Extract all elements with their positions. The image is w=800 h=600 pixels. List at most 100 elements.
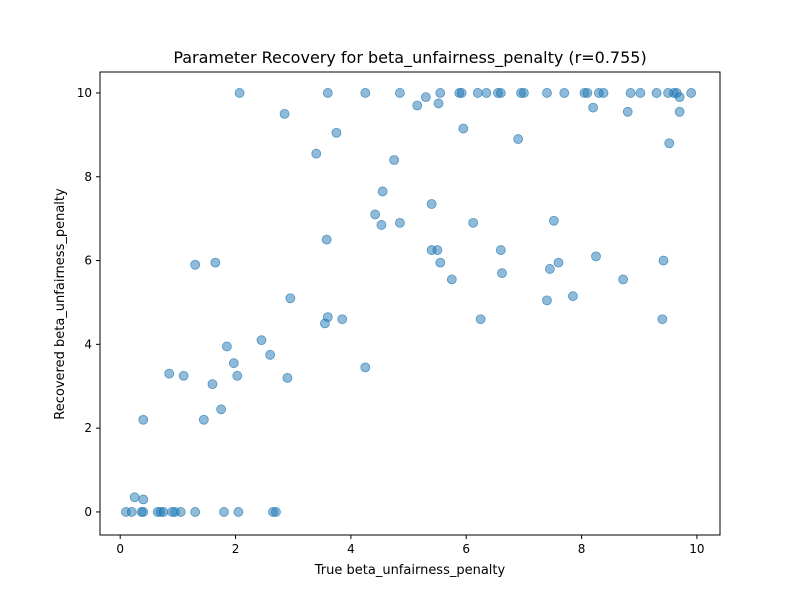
x-tick-label: 6 xyxy=(462,542,470,556)
data-point xyxy=(360,362,371,373)
plot-area xyxy=(121,88,697,517)
data-point xyxy=(588,102,599,113)
data-point xyxy=(376,220,387,230)
data-point xyxy=(138,507,149,517)
data-point xyxy=(265,349,276,360)
data-point xyxy=(377,186,388,197)
data-point xyxy=(285,293,296,304)
x-tick-label: 8 xyxy=(578,542,586,556)
data-point xyxy=(322,312,333,323)
data-point xyxy=(559,88,570,98)
data-point xyxy=(582,88,593,98)
chart-title: Parameter Recovery for beta_unfairness_p… xyxy=(173,48,646,68)
data-point xyxy=(553,257,564,268)
data-point xyxy=(591,251,601,262)
data-point xyxy=(282,372,293,383)
data-point xyxy=(233,507,244,517)
data-point xyxy=(234,88,245,98)
data-point xyxy=(279,109,290,119)
data-point xyxy=(337,314,348,325)
data-point xyxy=(519,88,529,98)
data-point xyxy=(432,245,443,255)
x-axis: 0 2 4 6 8 10 xyxy=(116,535,705,556)
y-tick-label: 4 xyxy=(84,337,92,351)
data-point xyxy=(190,507,201,517)
data-point xyxy=(164,368,175,379)
data-point xyxy=(126,507,137,517)
data-point xyxy=(568,291,578,302)
y-tick-label: 2 xyxy=(84,421,92,435)
data-point xyxy=(420,92,431,103)
data-point xyxy=(435,88,446,98)
data-point xyxy=(207,379,218,390)
data-point xyxy=(622,106,633,117)
data-point xyxy=(664,138,675,149)
data-point xyxy=(456,88,467,98)
x-tick-label: 2 xyxy=(232,542,240,556)
data-point xyxy=(138,494,149,505)
y-axis: 0 2 4 6 8 10 xyxy=(77,86,100,519)
data-point xyxy=(497,268,507,279)
data-point xyxy=(331,127,342,138)
data-point xyxy=(360,88,371,98)
x-axis-label: True beta_unfairness_penalty xyxy=(314,563,506,578)
data-point xyxy=(658,255,669,266)
data-point xyxy=(395,217,405,228)
data-point xyxy=(232,370,243,381)
data-point xyxy=(674,106,685,117)
data-point xyxy=(216,404,227,415)
x-tick-label: 0 xyxy=(116,542,124,556)
y-tick-label: 0 xyxy=(84,505,92,519)
data-point xyxy=(618,274,629,285)
data-point xyxy=(548,215,559,226)
data-point xyxy=(495,88,506,98)
data-point xyxy=(433,98,444,109)
data-point xyxy=(542,88,552,98)
data-point xyxy=(256,335,267,346)
data-point xyxy=(435,257,446,268)
data-point xyxy=(321,234,332,245)
data-point xyxy=(468,217,479,228)
data-point xyxy=(426,199,437,209)
data-point xyxy=(228,358,239,369)
y-tick-label: 6 xyxy=(84,254,92,268)
data-point xyxy=(542,295,552,306)
data-point xyxy=(210,257,221,268)
data-point xyxy=(138,414,149,425)
data-point xyxy=(625,88,636,98)
data-point xyxy=(674,92,685,103)
data-point xyxy=(311,148,322,159)
data-point xyxy=(495,245,506,255)
y-axis-label: Recovered beta_unfairness_penalty xyxy=(53,188,68,420)
data-point xyxy=(481,88,492,98)
x-tick-label: 4 xyxy=(347,542,355,556)
x-tick-label: 10 xyxy=(689,542,704,556)
data-point xyxy=(458,123,469,134)
data-point xyxy=(651,88,662,98)
data-point xyxy=(158,507,169,517)
data-point xyxy=(513,134,524,144)
data-point xyxy=(271,507,281,517)
data-point xyxy=(544,264,555,274)
data-point xyxy=(598,88,609,98)
data-point xyxy=(686,88,697,98)
data-point xyxy=(475,314,486,325)
data-point xyxy=(190,259,201,270)
data-point xyxy=(221,341,232,352)
y-tick-label: 8 xyxy=(84,170,92,184)
data-point xyxy=(322,88,333,98)
data-point xyxy=(178,370,189,381)
data-point xyxy=(395,88,405,98)
y-tick-label: 10 xyxy=(77,86,92,100)
data-point xyxy=(446,274,457,285)
data-point xyxy=(412,100,423,111)
data-point xyxy=(175,507,186,517)
plot-frame xyxy=(99,71,721,536)
data-point xyxy=(472,88,483,98)
data-point xyxy=(198,414,209,425)
data-point xyxy=(129,492,140,503)
data-point xyxy=(635,88,646,98)
data-point xyxy=(219,507,229,517)
data-point xyxy=(370,209,381,220)
